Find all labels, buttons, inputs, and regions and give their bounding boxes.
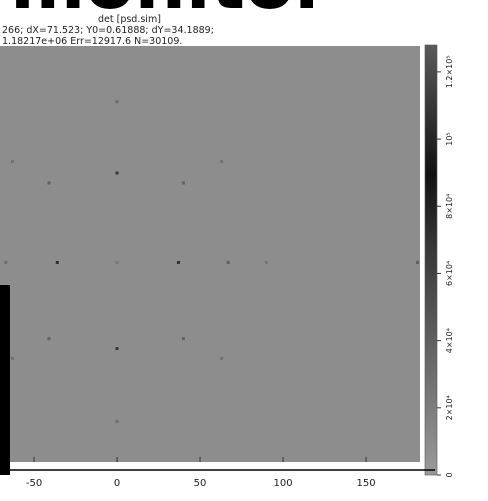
subtitle: det [psd.sim] xyxy=(98,14,161,25)
colorbar-tick-label: 6×10⁴ xyxy=(445,261,454,286)
spot xyxy=(115,419,119,423)
colorbar xyxy=(424,44,438,476)
spot xyxy=(47,337,51,341)
spot xyxy=(181,181,185,185)
colorbar-tick-label: 10⁵ xyxy=(445,132,454,145)
x-tick-label: -50 xyxy=(26,478,42,489)
stats-line: 1.18217e+06 Err=12917.6 N=30109. xyxy=(2,36,182,47)
overlay-block xyxy=(0,285,10,475)
spot xyxy=(220,356,224,360)
spot xyxy=(10,356,14,360)
plot-area xyxy=(0,46,420,462)
spot xyxy=(416,260,420,264)
spot xyxy=(115,171,119,175)
x-tick-label: 150 xyxy=(357,478,376,489)
stats-line: 266; dX=71.523; Y0=0.61888; dY=34.1889; xyxy=(2,25,214,36)
spot xyxy=(115,347,119,351)
colorbar-tick-label: 8×10⁴ xyxy=(445,194,454,219)
colorbar-tick-label: 4×10⁴ xyxy=(445,328,454,353)
spot xyxy=(4,260,8,264)
spot xyxy=(220,159,224,163)
big-title: monitor xyxy=(10,0,330,25)
colorbar-tick-label: 0 xyxy=(445,472,454,477)
spot xyxy=(115,260,119,264)
colorbar-tick-label: 1.2×10⁵ xyxy=(445,55,454,88)
spot xyxy=(47,181,51,185)
spot xyxy=(176,260,180,264)
spot xyxy=(115,100,119,104)
spot xyxy=(55,260,59,264)
spot xyxy=(226,260,230,264)
x-tick-label: 50 xyxy=(194,478,207,489)
colorbar-tick-label: 2×10⁴ xyxy=(445,395,454,420)
spot xyxy=(181,337,185,341)
x-tick-label: 0 xyxy=(114,478,120,489)
x-tick-label: 100 xyxy=(273,478,292,489)
spot xyxy=(264,260,268,264)
spot xyxy=(10,159,14,163)
